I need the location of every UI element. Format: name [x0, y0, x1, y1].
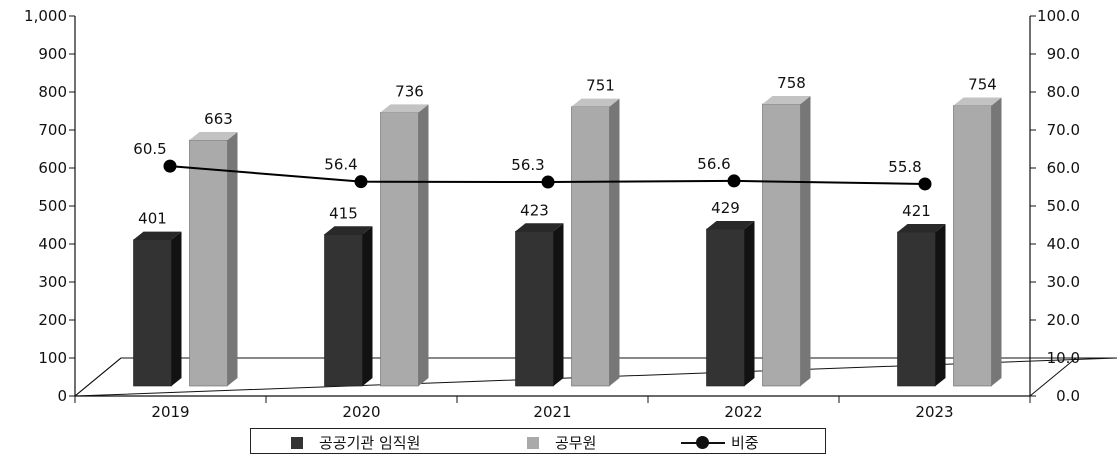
chart-bars	[133, 95, 1002, 387]
y-right-tick-label: 70.0	[1047, 121, 1080, 139]
y-right-tick-label: 20.0	[1047, 311, 1080, 329]
x-tick-label: 2021	[533, 403, 571, 421]
y-right-tick-label: 100.0	[1037, 7, 1080, 25]
line-point-2021	[541, 175, 555, 189]
y-left-tick-label: 1,000	[24, 7, 67, 25]
chart-legend: 공공기관 임직원 공무원 비중	[250, 428, 826, 454]
bar-value-label-2019-series-2: 663	[204, 110, 233, 128]
bar-top-2021-series-1	[515, 223, 564, 232]
chart-labels: 401 663 415 736 423 751 429 758 421 754 60.5 56.4 56…	[133, 74, 997, 228]
bar-value-label-2022-series-1: 429	[711, 199, 740, 217]
bar-top-2021-series-2	[571, 98, 620, 107]
bar-side-2019-series-1	[171, 231, 182, 386]
bar-side-2023-series-1	[935, 224, 946, 386]
floor-right-edge	[1029, 357, 1077, 397]
y-left-tick-label: 200	[38, 311, 67, 329]
bar-2022-series-1	[706, 228, 745, 387]
bar-2021-series-2	[571, 106, 610, 387]
x-tick-label: 2023	[915, 403, 953, 421]
floor-left-edge	[74, 357, 122, 397]
line-value-label-2019: 60.5	[133, 140, 166, 158]
bar-2019-series-1	[133, 239, 172, 387]
y-right-tick-label: 50.0	[1047, 197, 1080, 215]
bar-top-2023-series-2	[953, 97, 1002, 106]
line-value-label-2021: 56.3	[511, 156, 544, 174]
bar-top-2023-series-1	[897, 224, 946, 233]
legend-label-series-3: 비중	[731, 434, 759, 452]
bar-top-2020-series-1	[324, 226, 373, 235]
bar-side-2022-series-2	[800, 95, 811, 387]
bar-value-label-2019-series-1: 401	[138, 210, 167, 228]
chart-axes: 0 100 200 300 400 500 600 700 800 900 1,000 0.0 10.0…	[24, 7, 1080, 421]
bar-2020-series-2	[380, 112, 419, 387]
y-left-tick-label: 100	[38, 349, 67, 367]
bar-top-2019-series-2	[189, 132, 238, 141]
bar-2021-series-1	[515, 230, 554, 387]
bar-2022-series-2	[762, 103, 801, 387]
line-point-2020	[354, 175, 368, 189]
bar-2023-series-2	[953, 105, 992, 387]
y-left-tick-label: 0	[57, 387, 67, 405]
legend-item-series-1: 공공기관 임직원	[291, 432, 420, 453]
x-tick-label: 2019	[151, 403, 189, 421]
legend-swatch-series-2	[527, 436, 539, 449]
bar-value-label-2023-series-1: 421	[902, 202, 931, 220]
bar-side-2022-series-1	[744, 220, 755, 386]
bar-2020-series-1	[324, 234, 363, 387]
y-left-tick-label: 900	[38, 45, 67, 63]
x-tick-label: 2020	[342, 403, 380, 421]
bar-value-label-2020-series-1: 415	[329, 204, 358, 222]
line-point-2022	[727, 174, 741, 188]
bar-side-2020-series-1	[362, 226, 373, 386]
y-left-tick-label: 300	[38, 273, 67, 291]
bar-side-2021-series-2	[609, 98, 620, 387]
bar-top-2022-series-1	[706, 220, 755, 229]
y-right-tick-label: 0.0	[1056, 387, 1080, 405]
y-left-tick-label: 500	[38, 197, 67, 215]
y-right-tick-label: 90.0	[1047, 45, 1080, 63]
legend-label-series-1: 공공기관 임직원	[319, 434, 421, 452]
bar-value-label-2022-series-2: 758	[777, 74, 806, 92]
line-point-2019	[163, 159, 177, 173]
bar-top-2022-series-2	[762, 95, 811, 104]
bar-value-label-2021-series-1: 423	[520, 201, 549, 219]
legend-line-marker-icon	[681, 435, 725, 450]
chart-line-series	[163, 159, 932, 191]
chart: 0 100 200 300 400 500 600 700 800 900 1,000 0.0 10.0…	[24, 7, 1117, 421]
y-left-tick-label: 800	[38, 83, 67, 101]
bar-value-label-2023-series-2: 754	[968, 75, 997, 93]
legend-item-series-2: 공무원	[527, 432, 596, 453]
bar-2019-series-2	[189, 139, 228, 387]
legend-item-series-3: 비중	[681, 432, 759, 453]
bar-side-2019-series-2	[227, 132, 238, 386]
bar-top-2020-series-2	[380, 104, 429, 113]
y-right-tick-label: 40.0	[1047, 235, 1080, 253]
legend-label-series-2: 공무원	[555, 434, 597, 452]
bar-value-label-2020-series-2: 736	[395, 82, 424, 100]
y-right-tick-label: 10.0	[1047, 349, 1080, 367]
bar-side-2020-series-2	[418, 104, 429, 386]
y-right-tick-label: 30.0	[1047, 273, 1080, 291]
y-right-tick-label: 60.0	[1047, 159, 1080, 177]
y-right-tick-label: 80.0	[1047, 83, 1080, 101]
bar-value-label-2021-series-2: 751	[586, 77, 615, 95]
line-value-label-2020: 56.4	[324, 156, 357, 174]
line-value-label-2023: 55.8	[888, 158, 921, 176]
bar-2023-series-1	[897, 231, 936, 387]
x-tick-label: 2022	[724, 403, 762, 421]
y-left-tick-label: 700	[38, 121, 67, 139]
line-value-label-2022: 56.6	[697, 155, 730, 173]
bar-top-2019-series-1	[133, 231, 182, 240]
y-left-tick-label: 600	[38, 159, 67, 177]
y-left-tick-label: 400	[38, 235, 67, 253]
legend-swatch-series-1	[291, 436, 303, 449]
bar-side-2021-series-1	[553, 223, 564, 386]
bar-side-2023-series-2	[991, 97, 1002, 386]
line-point-2023	[918, 177, 932, 191]
